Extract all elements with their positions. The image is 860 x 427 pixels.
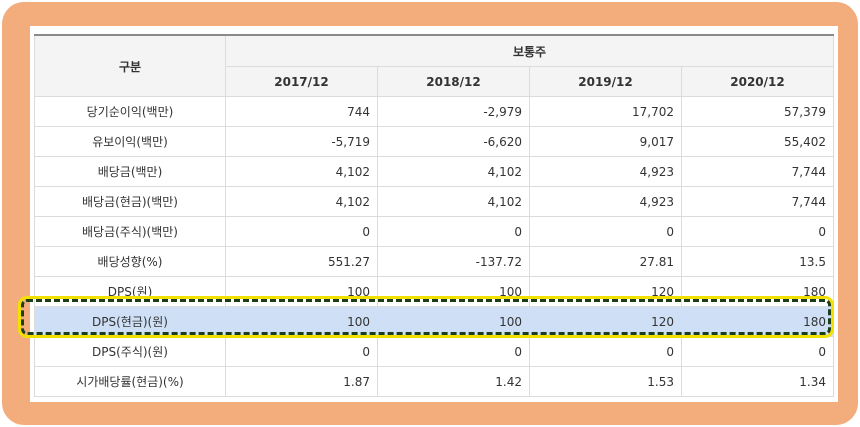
table-cell: 0 [377, 216, 530, 247]
table-cell: 1.53 [529, 366, 682, 397]
table-cell: 1.34 [681, 366, 834, 397]
table-cell: 100 [225, 306, 378, 337]
row-label: 배당금(주식)(백만) [34, 216, 226, 247]
table-row: DPS(원) 100 100 120 180 [34, 276, 834, 307]
group-header: 보통주 [225, 34, 834, 67]
table-cell: 4,102 [377, 156, 530, 187]
table-cell: 1.87 [225, 366, 378, 397]
row-label: 배당성향(%) [34, 246, 226, 277]
table-row: 시가배당률(현금)(%) 1.87 1.42 1.53 1.34 [34, 366, 834, 397]
table-cell: 180 [681, 276, 834, 307]
table-cell: 100 [225, 276, 378, 307]
table-cell: 551.27 [225, 246, 378, 277]
table-cell: 120 [529, 306, 682, 337]
table-row: DPS(주식)(원) 0 0 0 0 [34, 336, 834, 367]
table-cell: -2,979 [377, 96, 530, 127]
table-cell: 0 [529, 336, 682, 367]
table-row: 배당금(현금)(백만) 4,102 4,102 4,923 7,744 [34, 186, 834, 217]
table-cell: 744 [225, 96, 378, 127]
table-cell: 4,923 [529, 186, 682, 217]
row-label: DPS(주식)(원) [34, 336, 226, 367]
table-cell: 180 [681, 306, 834, 337]
table-cell: 4,102 [225, 156, 378, 187]
category-header: 구분 [34, 34, 226, 97]
table-cell: 17,702 [529, 96, 682, 127]
table-row: 배당금(백만) 4,102 4,102 4,923 7,744 [34, 156, 834, 187]
year-header: 2020/12 [681, 66, 834, 97]
table-cell: 4,102 [225, 186, 378, 217]
table-cell: 0 [225, 336, 378, 367]
table-cell: 0 [681, 336, 834, 367]
table-cell: -5,719 [225, 126, 378, 157]
table-cell: 7,744 [681, 156, 834, 187]
table-row: 배당성향(%) 551.27 -137.72 27.81 13.5 [34, 246, 834, 277]
table-row: 배당금(주식)(백만) 0 0 0 0 [34, 216, 834, 247]
table-cell: 7,744 [681, 186, 834, 217]
table-cell: 0 [681, 216, 834, 247]
table-cell: -6,620 [377, 126, 530, 157]
table-cell: 9,017 [529, 126, 682, 157]
table-cell: 1.42 [377, 366, 530, 397]
header-row-years: 2017/12 2018/12 2019/12 2020/12 [35, 66, 834, 97]
table-cell: 57,379 [681, 96, 834, 127]
table-cell: 4,923 [529, 156, 682, 187]
table-cell: 13.5 [681, 246, 834, 277]
highlighted-table-row: DPS(현금)(원) 100 100 120 180 [34, 306, 834, 337]
table-cell: 100 [377, 276, 530, 307]
table-row: 당기순이익(백만) 744 -2,979 17,702 57,379 [34, 96, 834, 127]
row-label: 배당금(현금)(백만) [34, 186, 226, 217]
year-header: 2019/12 [529, 66, 682, 97]
table-cell: 55,402 [681, 126, 834, 157]
table-cell: 4,102 [377, 186, 530, 217]
table-cell: 0 [377, 336, 530, 367]
row-label: DPS(원) [34, 276, 226, 307]
table-cell: 120 [529, 276, 682, 307]
row-label: DPS(현금)(원) [34, 306, 226, 337]
table-cell: 100 [377, 306, 530, 337]
table-row: 유보이익(백만) -5,719 -6,620 9,017 55,402 [34, 126, 834, 157]
table-cell: 27.81 [529, 246, 682, 277]
table-cell: -137.72 [377, 246, 530, 277]
row-label: 배당금(백만) [34, 156, 226, 187]
table-panel: 구분 보통주 2017/12 2018/12 2019/12 2020/12 당… [30, 26, 838, 402]
header-row-group: 구분 보통주 [34, 34, 834, 97]
year-header: 2018/12 [377, 66, 530, 97]
row-label: 유보이익(백만) [34, 126, 226, 157]
dividend-table: 구분 보통주 2017/12 2018/12 2019/12 2020/12 당… [34, 34, 834, 397]
table-cell: 0 [225, 216, 378, 247]
row-label: 당기순이익(백만) [34, 96, 226, 127]
row-label: 시가배당률(현금)(%) [34, 366, 226, 397]
table-cell: 0 [529, 216, 682, 247]
year-header: 2017/12 [225, 66, 378, 97]
